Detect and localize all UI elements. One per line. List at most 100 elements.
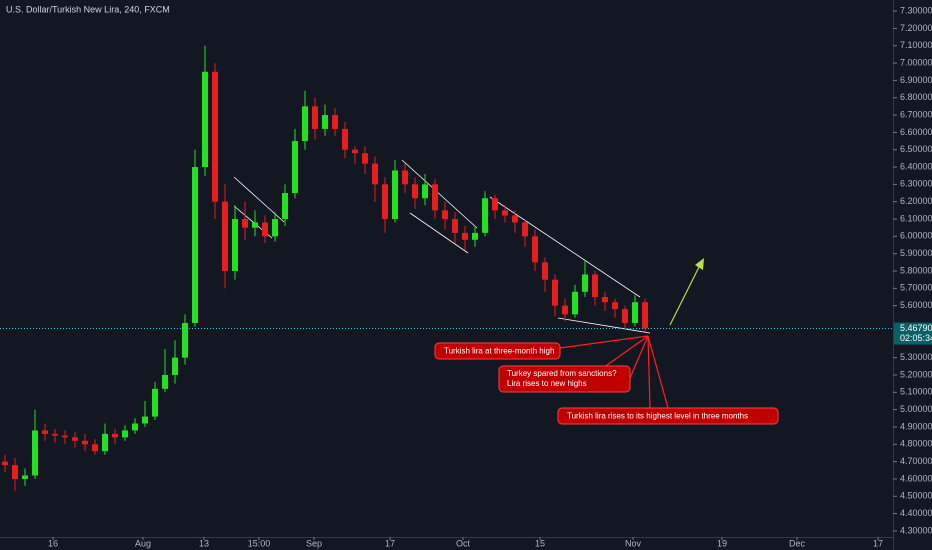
callout-line (647, 335, 651, 409)
candle-body (132, 423, 138, 431)
y-tick-label: 6.50000 (900, 144, 932, 154)
y-tick-label: 6.90000 (900, 75, 932, 85)
annotation-text: Turkish lira rises to its highest level … (567, 412, 748, 421)
candle-body (82, 440, 88, 445)
candle-body (272, 219, 278, 237)
candle-body (602, 297, 608, 303)
candle-body (552, 279, 558, 306)
annotation: Turkish lira at three-month high (434, 342, 561, 360)
candle-body (72, 437, 78, 441)
candle-body (142, 416, 148, 424)
candle-body (232, 219, 238, 272)
candle-body (322, 115, 328, 129)
candle-body (312, 106, 318, 129)
y-tick-label: 6.20000 (900, 196, 932, 206)
y-tick-label: 5.00000 (900, 404, 932, 414)
y-tick-label: 4.50000 (900, 491, 932, 501)
candle-body (342, 128, 348, 150)
y-tick-label: 6.30000 (900, 179, 932, 189)
candle-body (52, 433, 58, 436)
candle-body (122, 430, 128, 438)
callout-lines (559, 335, 669, 409)
x-tick-label: 17 (385, 538, 395, 548)
y-tick-label: 4.30000 (900, 525, 932, 535)
candle-body (392, 170, 398, 220)
candle-body (542, 262, 548, 280)
callout-line (647, 335, 669, 409)
last-price-label: 5.46790 (900, 323, 932, 333)
y-tick-label: 4.60000 (900, 473, 932, 483)
candle-body (352, 149, 358, 154)
x-tick-label: Nov (625, 538, 642, 548)
y-tick-label: 5.30000 (900, 352, 932, 362)
arrow (669, 264, 701, 326)
candle-body (332, 115, 338, 129)
arrow-head (695, 258, 704, 270)
candle-body (412, 184, 418, 199)
y-tick-label: 6.70000 (900, 109, 932, 119)
candle-body (522, 222, 528, 237)
candle-body (452, 219, 458, 233)
x-tick-label: Sep (306, 538, 322, 548)
y-tick-label: 7.00000 (900, 57, 932, 67)
candle-body (382, 184, 388, 220)
annotation-text: Turkey spared from sanctions? (507, 369, 617, 378)
candle-body (152, 388, 158, 417)
candle-body (472, 232, 478, 240)
candle-body (632, 302, 638, 323)
candle-body (432, 184, 438, 211)
y-tick-label: 6.40000 (900, 161, 932, 171)
trend-line (233, 176, 285, 223)
y-tick-label: 6.10000 (900, 213, 932, 223)
candle-body (102, 433, 108, 452)
candle-body (362, 153, 368, 164)
x-tick-label: 13 (199, 538, 209, 548)
candle-body (282, 193, 288, 220)
y-tick-label: 5.90000 (900, 248, 932, 258)
x-tick-label: 15:00 (248, 538, 271, 548)
candle-body (482, 198, 488, 233)
candle-body (192, 167, 198, 323)
candle-body (492, 198, 498, 211)
y-tick-label: 7.20000 (900, 23, 932, 33)
candle-body (42, 430, 48, 434)
y-tick-label: 6.00000 (900, 231, 932, 241)
candle-body (2, 461, 8, 466)
last-price-box (894, 322, 932, 345)
candle-body (402, 170, 408, 185)
y-tick-label: 5.80000 (900, 265, 932, 275)
candle-body (62, 435, 68, 438)
y-tick-label: 5.70000 (900, 283, 932, 293)
trend-line (409, 212, 469, 254)
candle-body (642, 302, 648, 329)
candle-body (202, 71, 208, 168)
annotation-box (434, 342, 561, 360)
annotation-box (498, 365, 631, 393)
candle-body (302, 106, 308, 142)
candle-body (112, 433, 118, 438)
x-tick-label: 17 (873, 538, 883, 548)
x-tick-label: Aug (135, 538, 151, 548)
candle-body (622, 309, 628, 323)
candle-body (512, 215, 518, 223)
candle-body (22, 475, 28, 479)
x-tick-label: 15 (535, 538, 545, 548)
candle-body (262, 222, 268, 237)
callout-line (629, 335, 649, 379)
x-tick-label: Oct (456, 538, 471, 548)
candle-body (532, 236, 538, 263)
candle-body (582, 274, 588, 292)
candle-body (252, 222, 258, 228)
candle-body (32, 430, 38, 476)
candle-body (222, 201, 228, 272)
candle-body (172, 357, 178, 375)
candle-body (502, 210, 508, 216)
candle-body (572, 291, 578, 315)
callout-line (559, 335, 649, 349)
candle-body (182, 322, 188, 358)
callout-line (599, 335, 649, 371)
y-tick-label: 7.30000 (900, 5, 932, 15)
annotation: Turkish lira rises to its highest level … (557, 407, 779, 425)
